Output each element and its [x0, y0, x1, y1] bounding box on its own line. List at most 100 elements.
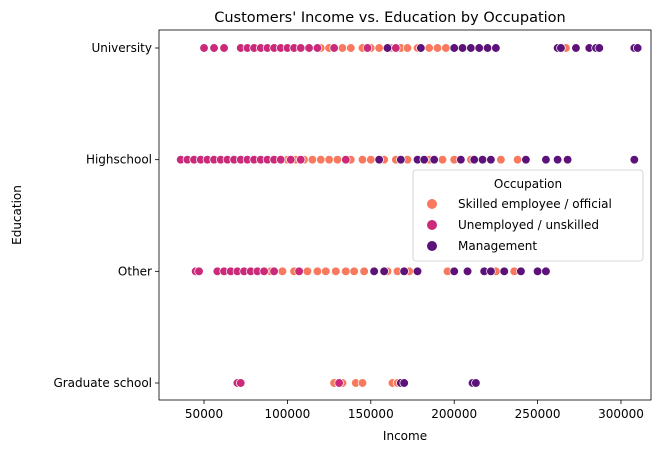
data-point [294, 266, 304, 276]
y-axis: University Highschool Other Graduate school [53, 41, 159, 390]
legend-marker-unemployed [427, 220, 437, 230]
y-tick-label: Highschool [86, 153, 152, 167]
data-point [449, 43, 459, 53]
data-point [432, 43, 443, 53]
data-point [629, 155, 639, 165]
data-point [416, 43, 426, 53]
data-point [496, 155, 506, 165]
data-point [199, 43, 209, 53]
data-point [556, 43, 566, 53]
x-axis: 50000 100000 150000 200000 250000 300000 [185, 400, 644, 421]
data-point [419, 155, 429, 165]
data-point [594, 43, 604, 53]
data-point [469, 155, 479, 165]
data-point [374, 43, 384, 53]
legend-entry-unemployed: Unemployed / unskilled [458, 218, 599, 232]
data-point [499, 266, 509, 276]
data-point [429, 155, 439, 165]
data-point [441, 43, 451, 53]
data-point [316, 155, 326, 165]
y-axis-label: Education [10, 185, 24, 245]
data-point [362, 43, 373, 53]
data-point [474, 43, 484, 53]
data-point [324, 155, 334, 165]
data-point [633, 43, 643, 53]
data-point [366, 155, 376, 165]
data-point [329, 43, 339, 53]
legend-box [412, 169, 644, 262]
data-point [521, 155, 531, 165]
x-tick-label: 150000 [348, 407, 394, 421]
legend-title: Occupation [494, 177, 562, 191]
data-point [571, 43, 581, 53]
legend-entry-skilled: Skilled employee / official [458, 197, 612, 211]
data-point [399, 378, 409, 388]
data-point [194, 266, 204, 276]
data-point [286, 155, 296, 165]
data-point [424, 43, 434, 53]
x-tick-label: 200000 [431, 407, 477, 421]
data-point [396, 155, 406, 165]
data-point [331, 266, 341, 276]
data-point [541, 266, 551, 276]
x-axis-label: Income [383, 429, 427, 443]
data-point [449, 266, 459, 276]
data-point [276, 155, 286, 165]
y-tick-label: Graduate school [53, 376, 152, 390]
data-point [437, 155, 448, 165]
chart-title: Customers' Income vs. Education by Occup… [214, 10, 566, 26]
data-point [482, 43, 493, 53]
data-point [466, 43, 476, 53]
data-point [412, 266, 423, 276]
legend-marker-management [427, 241, 437, 251]
legend-marker-skilled [427, 199, 437, 209]
data-point [341, 155, 351, 165]
data-point [532, 266, 543, 276]
data-point [402, 43, 413, 53]
data-point [296, 43, 306, 53]
data-point [259, 266, 269, 276]
data-point [341, 266, 351, 276]
x-tick-label: 300000 [598, 407, 644, 421]
data-point [302, 266, 313, 276]
x-tick-label: 100000 [265, 407, 311, 421]
data-point [399, 266, 409, 276]
data-point [562, 155, 573, 165]
data-point [541, 155, 551, 165]
data-point [312, 266, 323, 276]
x-tick-label: 250000 [515, 407, 561, 421]
y-tick-label: Other [118, 264, 152, 278]
data-point [334, 378, 344, 388]
data-point [277, 266, 288, 276]
data-point [382, 43, 393, 53]
data-point [269, 266, 279, 276]
data-point [486, 155, 496, 165]
data-point [491, 43, 501, 53]
data-point [209, 43, 219, 53]
data-point [219, 43, 229, 53]
data-point [462, 266, 473, 276]
data-point [332, 155, 343, 165]
data-point [357, 155, 368, 165]
data-point [391, 43, 401, 53]
data-point [379, 266, 389, 276]
data-point [486, 266, 496, 276]
data-point [304, 43, 314, 53]
data-point [296, 155, 306, 165]
data-point [357, 378, 368, 388]
y-tick-label: University [91, 41, 152, 55]
data-point [346, 43, 356, 53]
data-point [457, 43, 468, 53]
data-point [312, 43, 323, 53]
data-point [349, 266, 359, 276]
data-point [374, 155, 384, 165]
data-point [477, 155, 488, 165]
data-point [307, 155, 318, 165]
x-tick-label: 50000 [185, 407, 223, 421]
data-point [359, 266, 369, 276]
data-point [337, 43, 348, 53]
legend-entry-management: Management [458, 239, 537, 253]
points-layer [176, 43, 643, 388]
data-point [236, 378, 246, 388]
